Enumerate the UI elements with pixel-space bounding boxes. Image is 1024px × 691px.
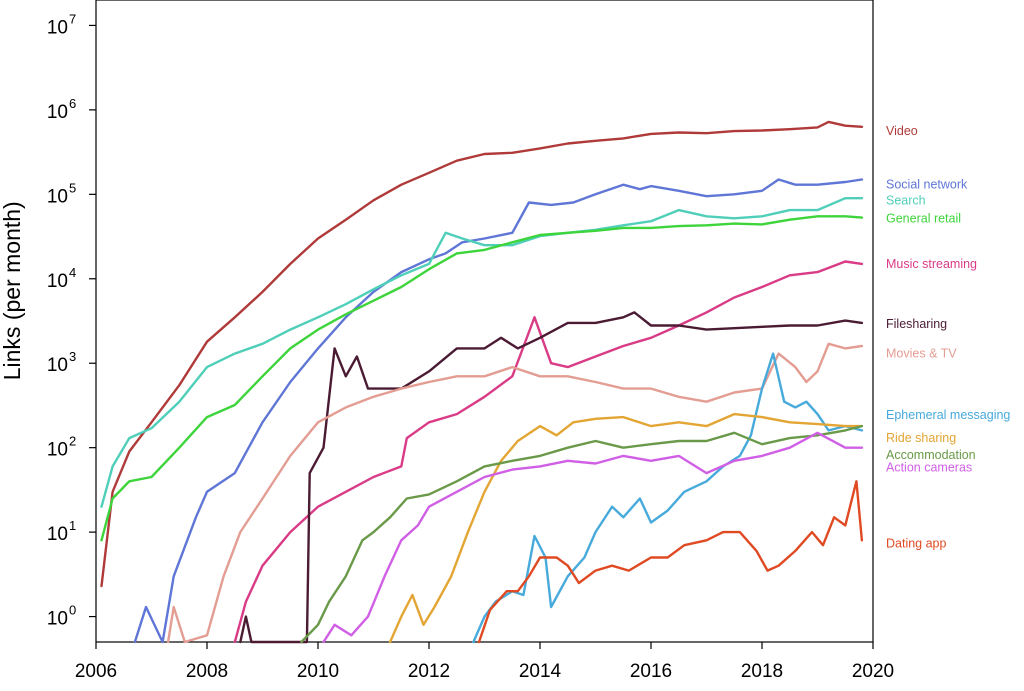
y-tick-label: 10	[47, 102, 68, 123]
x-tick-label: 2006	[75, 661, 117, 682]
x-tick-label: 2008	[186, 661, 228, 682]
y-tick-exponent: 6	[69, 96, 76, 111]
series-line-ride-sharing	[388, 412, 864, 644]
y-tick-label: 10	[47, 609, 68, 630]
plot-frame	[95, 0, 874, 643]
legend-label-social-network: Social network	[886, 178, 968, 192]
legend-label-dating-app: Dating app	[886, 537, 947, 551]
legend-label-general-retail: General retail	[886, 211, 961, 225]
y-tick-exponent: 1	[69, 518, 76, 533]
legend-label-ephemeral-messaging: Ephemeral messaging	[886, 408, 1010, 422]
y-tick-exponent: 2	[69, 434, 76, 449]
legend-label-music-streaming: Music streaming	[886, 257, 977, 271]
series-line-movies-tv	[166, 342, 864, 644]
x-axis: 2006 2008 2010 2012 2014 2016 2018 2020	[75, 642, 894, 682]
series-line-ephemeral-messaging	[472, 352, 864, 644]
y-tick-exponent: 7	[69, 11, 76, 26]
y-tick-label: 10	[47, 271, 68, 292]
legend-label-search: Search	[886, 193, 926, 207]
series-line-music-streaming	[233, 260, 864, 644]
series-line-video	[100, 120, 864, 588]
series-line-action-cameras	[322, 431, 864, 644]
x-tick-label: 2016	[630, 661, 672, 682]
series-line-dating-app	[477, 480, 864, 644]
legend-label-action-cameras: Action cameras	[886, 461, 972, 475]
series-line-accommodation	[300, 424, 864, 644]
y-tick-label: 10	[47, 17, 68, 38]
series-line-general-retail	[100, 215, 864, 542]
series-lines	[100, 120, 864, 644]
x-tick-label: 2014	[519, 661, 562, 682]
y-tick-exponent: 3	[69, 349, 76, 364]
x-tick-label: 2012	[408, 661, 450, 682]
x-tick-label: 2018	[741, 661, 783, 682]
y-tick-label: 10	[47, 186, 68, 207]
y-tick-exponent: 0	[69, 603, 76, 618]
series-line-filesharing	[239, 311, 864, 644]
legend-label-filesharing: Filesharing	[886, 317, 947, 331]
y-tick-label: 10	[47, 355, 68, 376]
legend-label-accommodation: Accommodation	[886, 448, 976, 462]
series-line-search	[100, 196, 864, 508]
y-axis-title: Links (per month)	[0, 201, 25, 380]
legend-label-video: Video	[886, 124, 918, 138]
x-tick-label: 2010	[297, 661, 339, 682]
y-tick-label: 10	[47, 524, 68, 545]
series-line-social-network	[133, 178, 864, 644]
legend-label-ride-sharing: Ride sharing	[886, 431, 956, 445]
y-tick-exponent: 4	[69, 265, 76, 280]
legend-label-movies-tv: Movies & TV	[886, 347, 957, 361]
y-tick-exponent: 5	[69, 180, 76, 195]
y-tick-label: 10	[47, 440, 68, 461]
x-tick-label: 2020	[852, 661, 894, 682]
